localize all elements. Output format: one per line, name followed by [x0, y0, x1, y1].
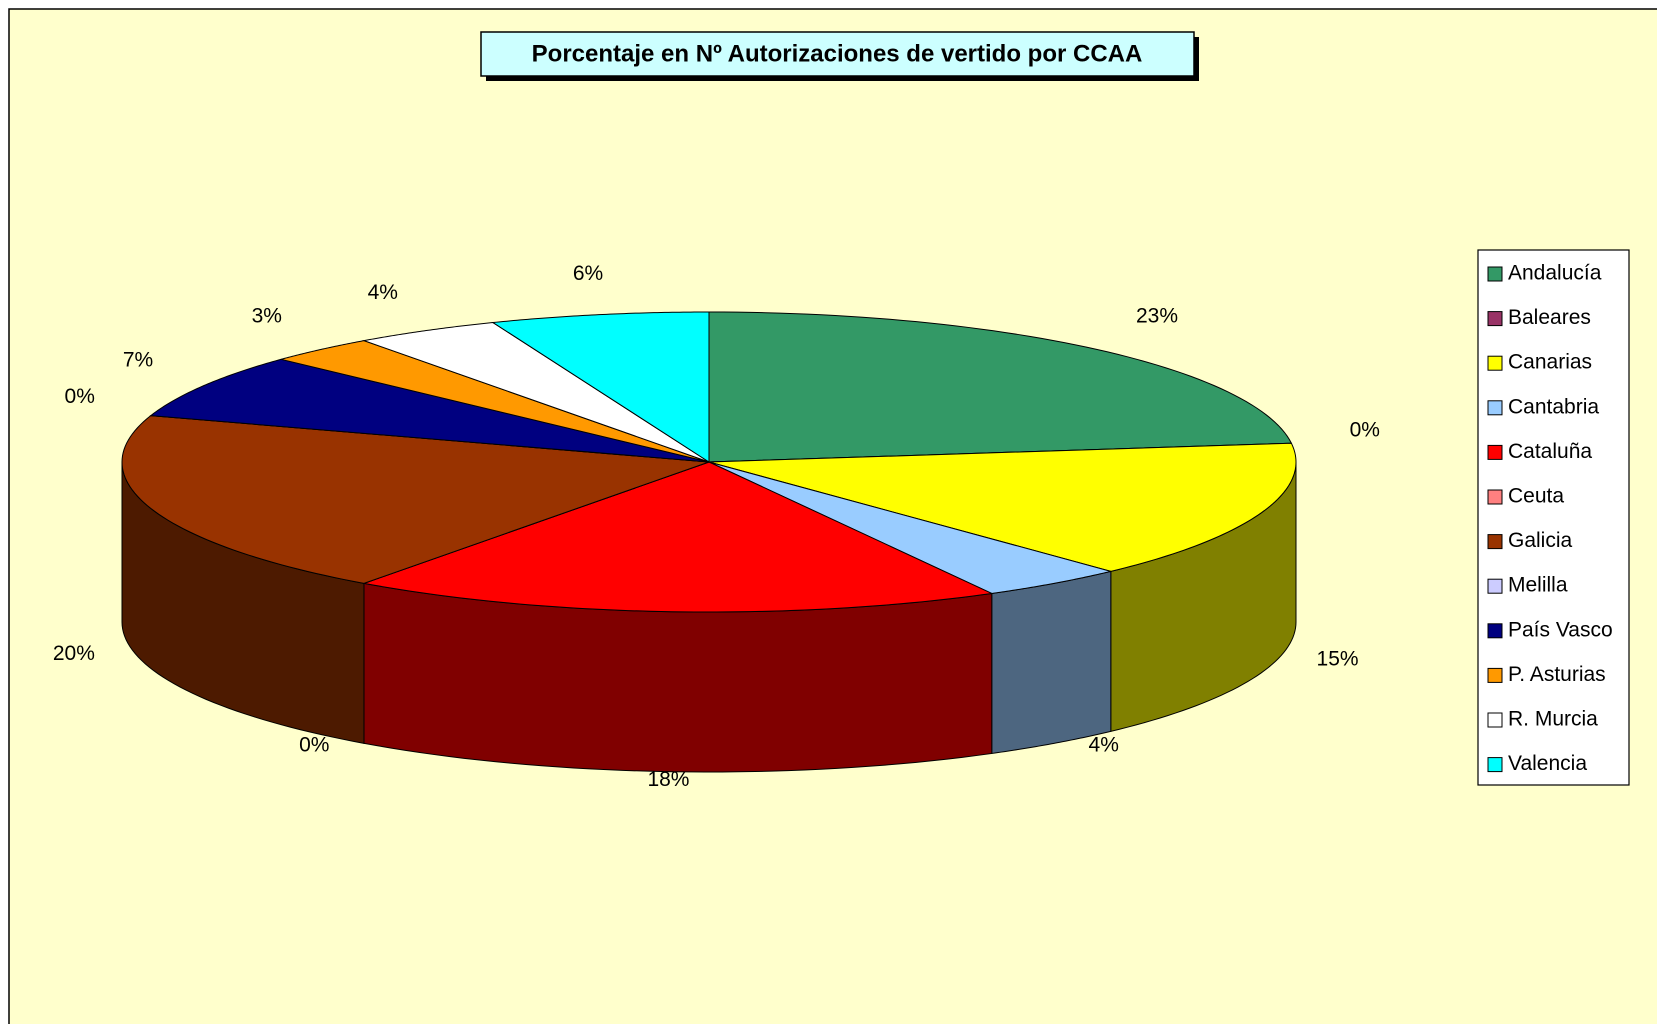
legend-label: Canarias	[1508, 351, 1592, 374]
legend-label: Ceuta	[1508, 485, 1564, 508]
data-label: 4%	[368, 281, 398, 304]
data-label: 0%	[299, 734, 329, 757]
legend-swatch	[1487, 444, 1503, 460]
pie-side	[991, 570, 1112, 755]
legend-swatch	[1487, 400, 1503, 416]
legend-label: Baleares	[1508, 306, 1591, 329]
legend-swatch	[1487, 623, 1503, 639]
legend-label: Valencia	[1508, 752, 1587, 775]
pie-slice	[708, 311, 1293, 463]
pie-slice	[362, 322, 710, 463]
tops	[121, 311, 1297, 613]
title-box	[480, 31, 1195, 77]
pie-slice	[149, 358, 710, 463]
data-label: 6%	[573, 262, 603, 285]
pie-slice	[491, 311, 710, 463]
pie-slice	[708, 461, 1111, 594]
pie-slice	[121, 415, 710, 584]
legend-swatch	[1487, 311, 1503, 327]
legend-swatch	[1487, 489, 1503, 505]
data-label: 4%	[1089, 734, 1119, 757]
labels: 23% 0% 15% 4% 18% 0% 20% 0% 7% 3% 4% 6%	[53, 262, 1380, 791]
legend-swatch	[1487, 667, 1503, 683]
legend-label: P. Asturias	[1508, 663, 1606, 686]
legend-swatch	[1487, 266, 1503, 282]
pie-slice	[362, 461, 994, 613]
data-label: 15%	[1317, 648, 1359, 671]
legend-swatch	[1487, 578, 1503, 594]
legend-label: Cataluña	[1508, 440, 1592, 463]
legend-label: País Vasco	[1508, 618, 1613, 641]
legend-swatch	[1487, 534, 1503, 550]
data-label: 3%	[252, 304, 282, 327]
data-label: 18%	[647, 768, 689, 791]
legend-label: R. Murcia	[1508, 708, 1598, 731]
data-label: 0%	[1350, 419, 1380, 442]
legend-swatch	[1487, 757, 1503, 773]
pie-slice	[280, 340, 710, 463]
legend-swatch	[1487, 355, 1503, 371]
chart-title: Porcentaje en Nº Autorizaciones de verti…	[532, 40, 1143, 67]
legend-box	[1477, 249, 1630, 786]
pie-slice	[708, 442, 1297, 572]
legend-swatch	[1487, 712, 1503, 728]
data-label: 20%	[53, 642, 95, 665]
legend-label: Cantabria	[1508, 395, 1599, 418]
data-label: 7%	[123, 348, 153, 371]
legend-label: Melilla	[1508, 574, 1568, 597]
legend-label: Galicia	[1508, 529, 1573, 552]
data-label: 23%	[1136, 304, 1178, 327]
data-label: 0%	[65, 385, 95, 408]
legend-label: Andalucía	[1508, 262, 1602, 285]
